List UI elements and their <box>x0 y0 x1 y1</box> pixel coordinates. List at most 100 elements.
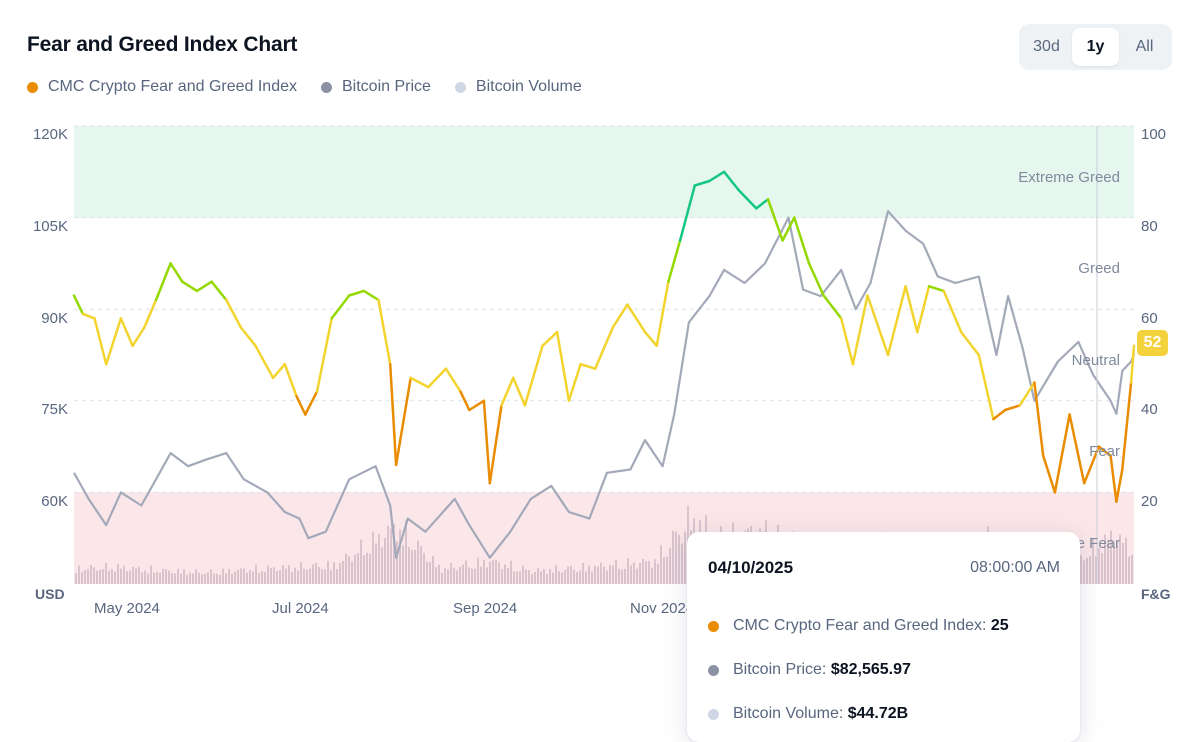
left-tick-105k: 105K <box>33 218 68 235</box>
volume-bar <box>453 567 455 584</box>
volume-bar <box>477 557 479 584</box>
fear-greed-segment <box>722 170 740 192</box>
volume-bar <box>597 566 599 584</box>
fear-greed-segment <box>693 179 711 187</box>
legend-item-volume[interactable]: Bitcoin Volume <box>454 78 582 96</box>
volume-bar <box>141 572 143 584</box>
volume-bar <box>324 569 326 584</box>
fear-greed-segment <box>643 330 658 348</box>
volume-bar <box>276 571 278 584</box>
volume-bar <box>582 562 584 584</box>
volume-bar <box>252 571 254 584</box>
volume-bar <box>255 564 257 584</box>
tooltip-value-price: $82,565.97 <box>830 661 911 678</box>
volume-bar <box>420 546 422 584</box>
volume-bar <box>564 569 566 584</box>
fear-greed-segment <box>225 298 243 329</box>
fear-greed-segment <box>1109 454 1118 503</box>
volume-bar <box>648 560 650 584</box>
range-button-1y[interactable]: 1y <box>1072 28 1119 66</box>
volume-bar <box>222 568 224 584</box>
volume-bar <box>108 570 110 584</box>
volume-bar <box>366 552 368 584</box>
volume-bar <box>558 571 560 584</box>
volume-bar <box>225 573 227 584</box>
fear-greed-segment <box>781 216 796 242</box>
range-selector: 30d 1y All <box>1019 24 1172 70</box>
volume-bar <box>672 530 674 584</box>
volume-bar <box>330 570 332 584</box>
volume-bar <box>303 568 305 584</box>
volume-bar <box>267 565 269 584</box>
volume-bar <box>237 569 239 584</box>
volume-bar <box>408 547 410 584</box>
bitcoin-price-path <box>73 210 1136 559</box>
fear-greed-segment <box>304 390 319 416</box>
fear-greed-segment <box>822 294 843 320</box>
volume-bar <box>567 566 569 584</box>
fear-greed-segment <box>626 303 647 334</box>
fear-greed-segment <box>942 289 963 334</box>
legend-dot-fng <box>27 81 38 93</box>
legend-item-fng[interactable]: CMC Crypto Fear and Greed Index <box>27 78 297 96</box>
volume-bar <box>354 554 356 584</box>
fear-greed-segment <box>169 262 184 283</box>
fear-greed-segment <box>315 317 333 393</box>
volume-bar <box>528 570 530 584</box>
volume-bar <box>678 535 680 584</box>
volume-bar <box>126 570 128 584</box>
fear-greed-segment <box>737 188 758 210</box>
fear-greed-segment <box>195 280 213 293</box>
volume-bar <box>258 572 260 584</box>
volume-bar <box>87 568 89 584</box>
fear-greed-segment <box>851 294 869 366</box>
fear-greed-segment <box>154 262 172 302</box>
range-button-all[interactable]: All <box>1135 38 1154 55</box>
volume-bar <box>489 561 491 584</box>
volume-bar <box>483 560 485 584</box>
zone-label-neutral: Neutral <box>1072 352 1120 369</box>
volume-bar <box>369 553 371 584</box>
volume-bar <box>177 568 179 584</box>
left-axis-unit: USD <box>35 586 65 602</box>
legend-dot-volume <box>454 81 466 93</box>
volume-bar <box>624 568 626 584</box>
volume-bar <box>129 570 131 584</box>
tooltip-row-fng: CMC Crypto Fear and Greed Index: 25 <box>708 604 1060 648</box>
range-button-30d[interactable]: 30d <box>1033 38 1060 55</box>
volume-bar <box>495 559 497 584</box>
volume-bar <box>150 565 152 584</box>
volume-bar <box>660 545 662 584</box>
volume-bar <box>663 557 665 584</box>
legend-item-price[interactable]: Bitcoin Price <box>321 78 431 96</box>
volume-bar <box>195 569 197 584</box>
legend-label-price: Bitcoin Price <box>342 78 431 95</box>
fear-greed-segment <box>904 285 919 334</box>
fear-greed-segment <box>482 399 492 485</box>
fear-greed-segment <box>886 285 907 357</box>
left-tick-90k: 90K <box>41 310 68 327</box>
volume-bar <box>75 572 77 584</box>
volume-bar <box>279 570 281 584</box>
volume-bar <box>270 567 272 584</box>
volume-bar <box>615 559 617 584</box>
volume-bar <box>405 520 407 584</box>
volume-bar <box>666 556 668 584</box>
volume-bar <box>117 564 119 584</box>
fear-greed-segment <box>511 376 527 407</box>
volume-bar <box>444 567 446 584</box>
volume-bar <box>645 561 647 584</box>
x-tick-jul-2024: Jul 2024 <box>272 600 329 617</box>
volume-bar <box>456 570 458 584</box>
volume-bar <box>546 573 548 584</box>
volume-bar <box>636 568 638 584</box>
volume-bar <box>510 560 512 584</box>
volume-bar <box>1098 547 1100 584</box>
tooltip-row-price: Bitcoin Price: $82,565.97 <box>708 648 1060 692</box>
volume-bar <box>435 567 437 584</box>
right-tick-20: 20 <box>1141 493 1158 510</box>
volume-bar <box>1122 543 1124 584</box>
volume-bar <box>465 560 467 584</box>
volume-bar <box>474 568 476 584</box>
x-tick-may-2024: May 2024 <box>94 600 160 617</box>
